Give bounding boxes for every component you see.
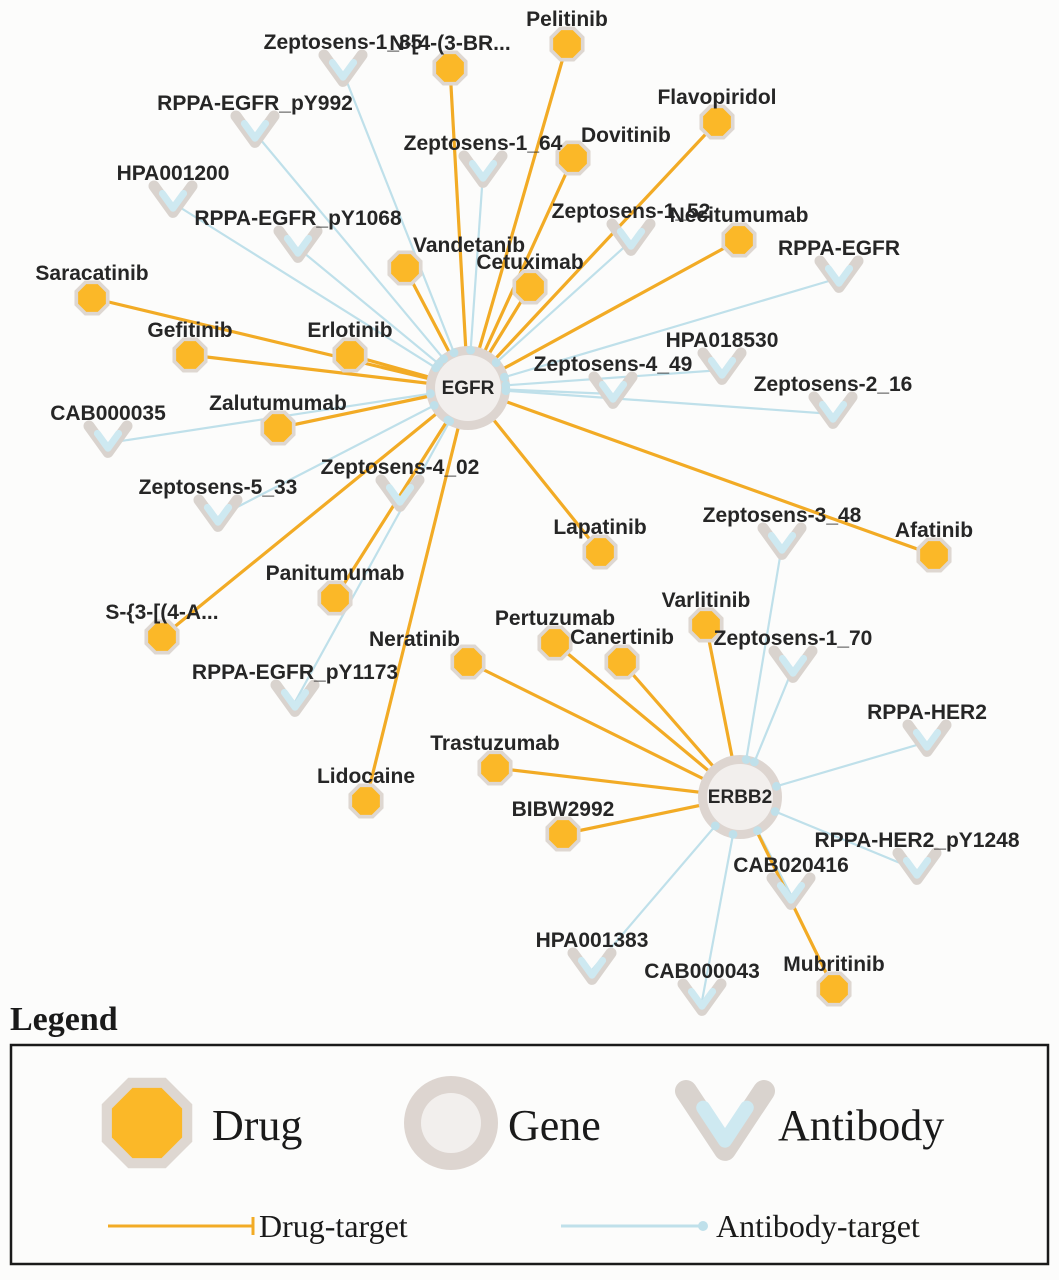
svg-text:RPPA-EGFR: RPPA-EGFR — [778, 237, 900, 260]
svg-text:Pelitinib: Pelitinib — [526, 8, 608, 31]
svg-text:Zeptosens-5_33: Zeptosens-5_33 — [139, 476, 298, 499]
svg-text:Gefitinib: Gefitinib — [147, 319, 232, 342]
svg-text:ERBB2: ERBB2 — [708, 787, 772, 808]
svg-text:Zeptosens-4_02: Zeptosens-4_02 — [321, 456, 480, 479]
svg-text:Afatinib: Afatinib — [895, 519, 973, 542]
svg-text:Zeptosens-4_49: Zeptosens-4_49 — [534, 353, 693, 376]
svg-text:Canertinib: Canertinib — [570, 626, 674, 649]
svg-text:Cetuximab: Cetuximab — [476, 251, 583, 274]
svg-text:Antibody: Antibody — [778, 1101, 944, 1150]
svg-text:Lapatinib: Lapatinib — [553, 516, 646, 539]
svg-text:RPPA-HER2: RPPA-HER2 — [867, 701, 987, 724]
svg-text:Drug: Drug — [212, 1101, 302, 1150]
svg-text:HPA001383: HPA001383 — [536, 929, 649, 952]
svg-text:Panitumumab: Panitumumab — [266, 562, 405, 585]
svg-text:Lidocaine: Lidocaine — [317, 765, 415, 788]
svg-text:Zeptosens-2_16: Zeptosens-2_16 — [754, 373, 913, 396]
svg-text:Saracatinib: Saracatinib — [35, 262, 148, 285]
svg-text:Neratinib: Neratinib — [369, 628, 460, 651]
svg-text:Dovitinib: Dovitinib — [581, 124, 671, 147]
svg-text:Zeptosens-3_48: Zeptosens-3_48 — [703, 504, 862, 527]
svg-text:RPPA-EGFR_pY1173: RPPA-EGFR_pY1173 — [192, 661, 398, 684]
svg-text:HPA001200: HPA001200 — [117, 162, 230, 185]
svg-text:Zalutumumab: Zalutumumab — [209, 392, 347, 415]
svg-text:Varlitinib: Varlitinib — [662, 589, 751, 612]
svg-text:EGFR: EGFR — [442, 378, 495, 399]
svg-text:S-{3-[(4-A...: S-{3-[(4-A... — [105, 601, 218, 624]
svg-text:Trastuzumab: Trastuzumab — [430, 732, 560, 755]
svg-text:HPA018530: HPA018530 — [666, 329, 779, 352]
svg-text:BIBW2992: BIBW2992 — [512, 798, 615, 821]
svg-text:RPPA-HER2_pY1248: RPPA-HER2_pY1248 — [814, 829, 1019, 852]
svg-text:RPPA-EGFR_pY992: RPPA-EGFR_pY992 — [157, 92, 353, 115]
svg-text:CAB020416: CAB020416 — [733, 854, 849, 877]
svg-text:Zeptosens-1_52: Zeptosens-1_52 — [552, 200, 711, 223]
svg-text:Erlotinib: Erlotinib — [307, 319, 392, 342]
svg-text:Gene: Gene — [508, 1101, 601, 1150]
svg-text:Flavopiridol: Flavopiridol — [657, 86, 776, 109]
svg-text:Antibody-target: Antibody-target — [716, 1208, 920, 1244]
svg-text:Drug-target: Drug-target — [259, 1208, 408, 1244]
svg-text:CAB000043: CAB000043 — [644, 960, 760, 983]
svg-text:Mubritinib: Mubritinib — [783, 953, 884, 976]
svg-text:Legend: Legend — [10, 1001, 118, 1038]
svg-text:Zeptosens-1_64: Zeptosens-1_64 — [404, 132, 563, 155]
svg-text:CAB000035: CAB000035 — [50, 402, 166, 425]
svg-text:RPPA-EGFR_pY1068: RPPA-EGFR_pY1068 — [194, 207, 402, 230]
svg-text:Zeptosens-1_85: Zeptosens-1_85 — [264, 31, 423, 54]
svg-text:Zeptosens-1_70: Zeptosens-1_70 — [714, 627, 873, 650]
